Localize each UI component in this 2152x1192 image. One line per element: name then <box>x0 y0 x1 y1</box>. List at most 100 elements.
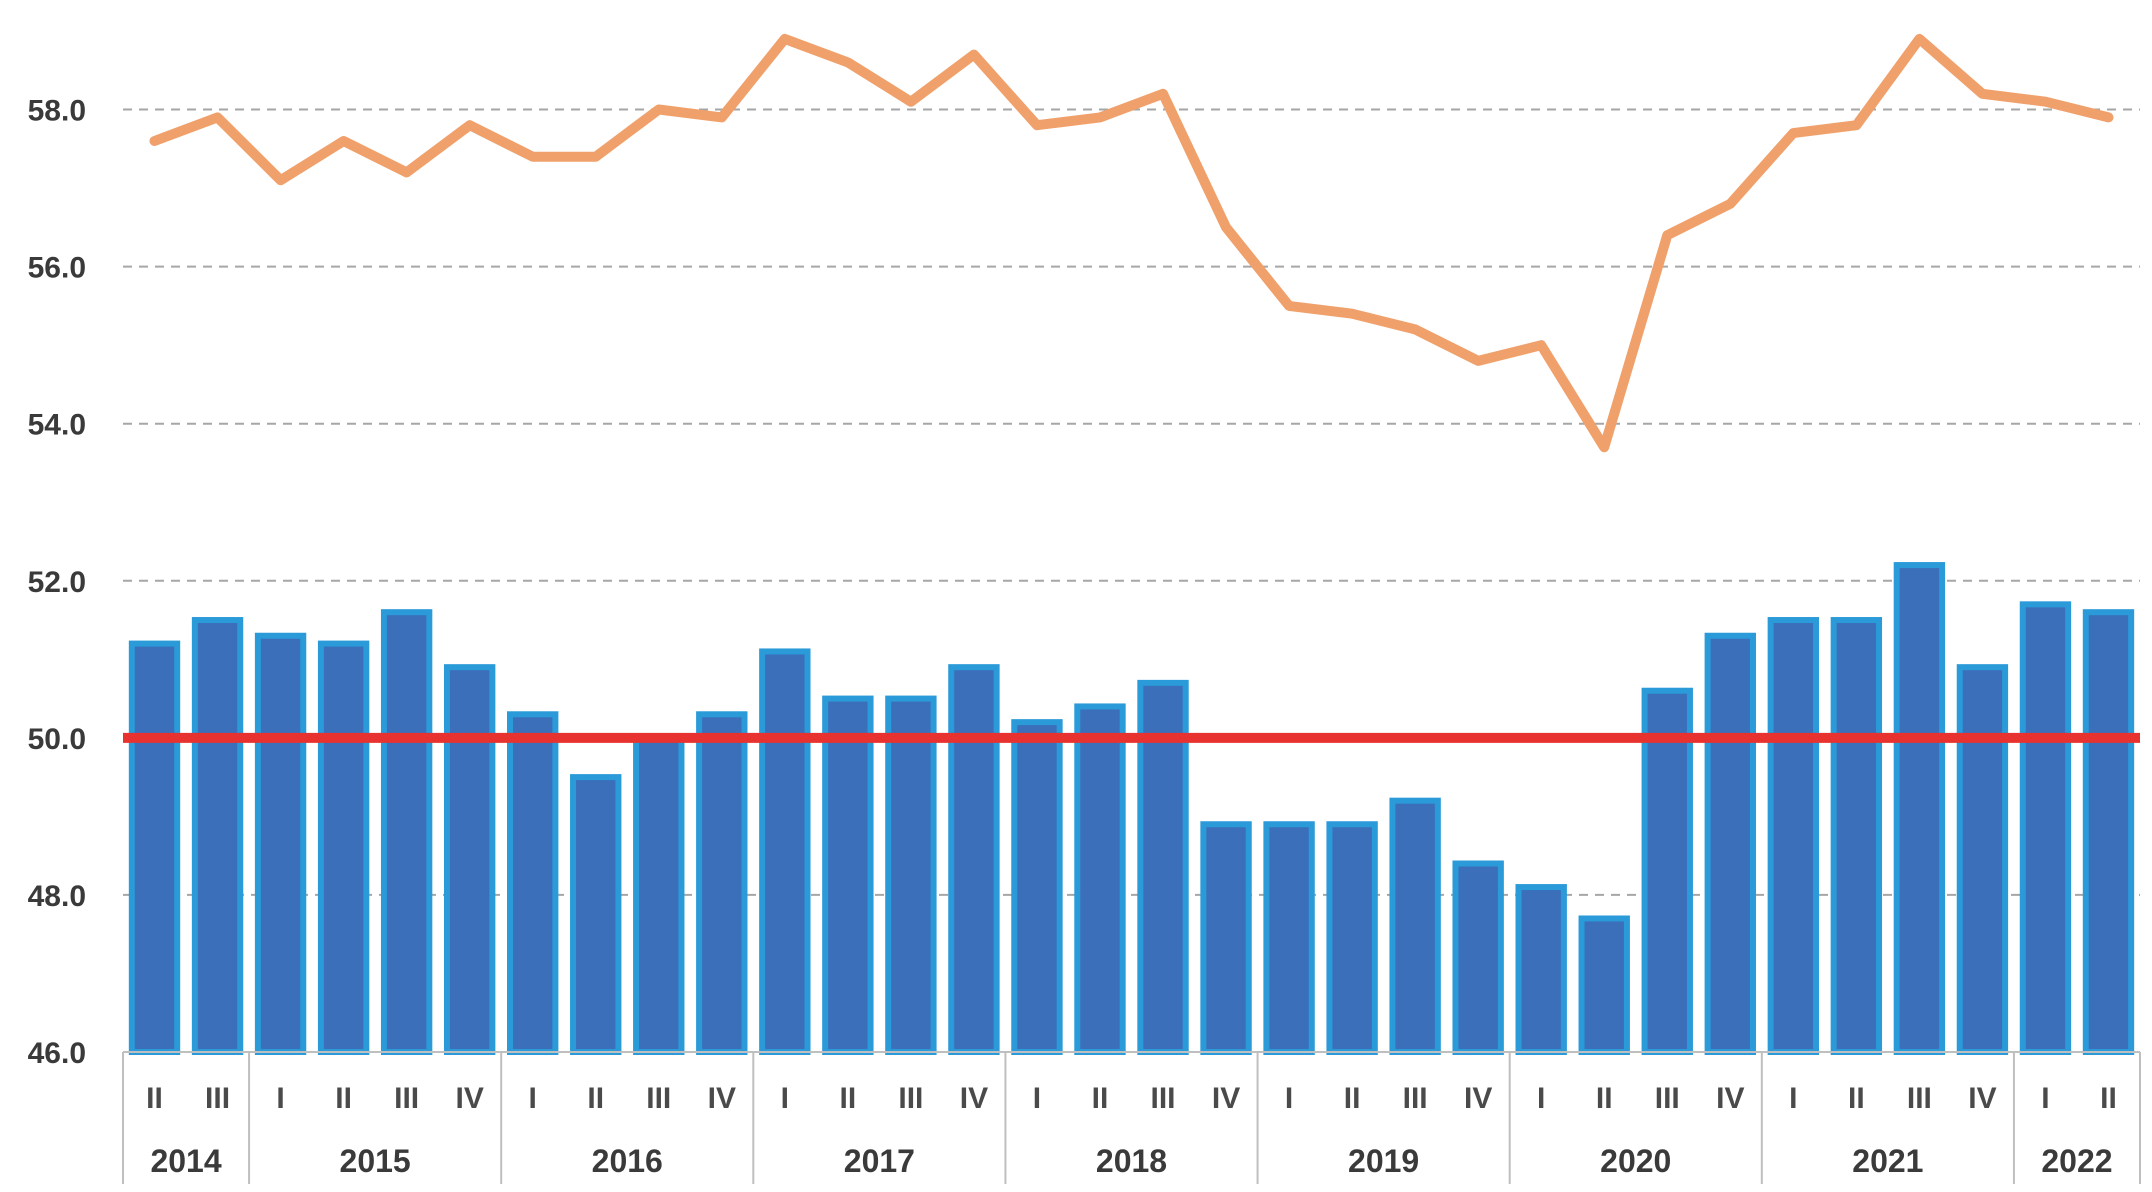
line-point <box>153 139 156 142</box>
line-series-path <box>149 33 2114 453</box>
year-label: 2022 <box>2041 1143 2112 1179</box>
line-point <box>1729 202 1732 205</box>
bar <box>191 617 244 1055</box>
bar <box>1074 703 1126 1056</box>
x-tick-label: II <box>840 1082 857 1115</box>
x-tick-label: II <box>1344 1082 1361 1115</box>
y-tick-label: 54.0 <box>28 409 86 442</box>
bar <box>1704 632 1756 1055</box>
year-label: 2021 <box>1852 1143 1923 1179</box>
line-point <box>1414 328 1417 331</box>
line-point <box>531 155 534 158</box>
x-axis: II III I II III IV I II III IV I II III IV I II III IV I II… <box>122 1051 2141 1184</box>
line-point <box>1855 124 1858 127</box>
x-tick-label: IV <box>1212 1082 1240 1115</box>
x-tick-label: III <box>1151 1082 1176 1115</box>
x-tick-label: I <box>1033 1082 1041 1115</box>
x-tick-label: I <box>2041 1082 2049 1115</box>
x-tick-label: III <box>394 1082 419 1115</box>
x-tick-label: IV <box>1716 1082 1744 1115</box>
year-label: 2015 <box>340 1143 411 1179</box>
bar <box>317 640 370 1055</box>
bar <box>633 734 685 1055</box>
x-tick-label: II <box>1092 1082 1109 1115</box>
x-tick-label: II <box>587 1082 604 1115</box>
bar <box>1956 664 2009 1056</box>
x-tick-label: IV <box>708 1082 736 1115</box>
line-point <box>216 116 219 119</box>
bar <box>1452 860 1504 1055</box>
line-point <box>1477 359 1480 362</box>
line-point <box>342 139 345 142</box>
bar <box>822 695 874 1055</box>
y-tick-label: 48.0 <box>28 880 86 913</box>
year-label: 2014 <box>150 1143 221 1179</box>
bar <box>1893 562 1946 1055</box>
x-tick-label: I <box>276 1082 284 1115</box>
line-point <box>1792 132 1795 135</box>
bar <box>1578 915 1630 1055</box>
year-label: 2018 <box>1096 1143 1167 1179</box>
x-tick-label: I <box>1537 1082 1545 1115</box>
x-tick-label: IV <box>1968 1082 1996 1115</box>
bar <box>1767 617 1820 1055</box>
x-tick-label: II <box>1596 1082 1613 1115</box>
bar <box>1515 884 1567 1055</box>
bar <box>696 711 748 1055</box>
x-tick-label: IV <box>960 1082 988 1115</box>
y-tick-label: 56.0 <box>28 252 86 285</box>
line-point <box>279 179 282 182</box>
line-point <box>1225 226 1228 229</box>
x-tick-label: I <box>529 1082 537 1115</box>
line-point <box>1666 234 1669 237</box>
line-point <box>1603 446 1606 449</box>
line-point <box>909 100 912 103</box>
line-point <box>1098 116 1101 119</box>
x-tick-label: III <box>1403 1082 1428 1115</box>
line-point <box>1288 304 1291 307</box>
y-tick-label: 52.0 <box>28 566 86 599</box>
bar <box>1389 797 1441 1056</box>
bar <box>948 664 1000 1056</box>
bar <box>507 711 559 1055</box>
bar <box>254 632 307 1055</box>
y-axis-ticks: 46.0 48.0 50.0 52.0 54.0 56.0 58.0 <box>28 95 86 1070</box>
bar <box>1263 821 1315 1055</box>
line-point <box>468 124 471 127</box>
x-tick-label: III <box>1655 1082 1680 1115</box>
x-tick-label: II <box>2100 1082 2117 1115</box>
line-point <box>1540 344 1543 347</box>
x-tick-label: II <box>335 1082 352 1115</box>
bar-series <box>128 562 2135 1056</box>
line-point <box>720 116 723 119</box>
x-tick-label: III <box>1907 1082 1932 1115</box>
bar <box>1830 617 1883 1055</box>
year-label: 2019 <box>1348 1143 1419 1179</box>
line-point <box>1918 37 1921 40</box>
line-point <box>2044 100 2047 103</box>
bar <box>443 664 496 1056</box>
line-point <box>1162 92 1165 95</box>
x-tick-label: III <box>205 1082 230 1115</box>
year-label: 2017 <box>844 1143 915 1179</box>
x-tick-label: III <box>898 1082 923 1115</box>
bar <box>128 640 181 1055</box>
bar <box>1641 687 1693 1055</box>
bar <box>1011 719 1063 1056</box>
line-point <box>783 37 786 40</box>
bar <box>2082 609 2135 1056</box>
x-tick-label: III <box>646 1082 671 1115</box>
y-tick-label: 46.0 <box>28 1037 86 1070</box>
bar <box>1326 821 1378 1055</box>
x-tick-label: IV <box>1464 1082 1492 1115</box>
x-tick-label: II <box>1848 1082 1865 1115</box>
x-tick-label: I <box>1285 1082 1293 1115</box>
x-tick-label: IV <box>455 1082 483 1115</box>
line-point <box>594 155 597 158</box>
y-tick-label: 50.0 <box>28 723 86 756</box>
bar <box>1200 821 1252 1055</box>
x-tick-label: I <box>781 1082 789 1115</box>
line-point <box>1035 124 1038 127</box>
line-point <box>405 171 408 174</box>
